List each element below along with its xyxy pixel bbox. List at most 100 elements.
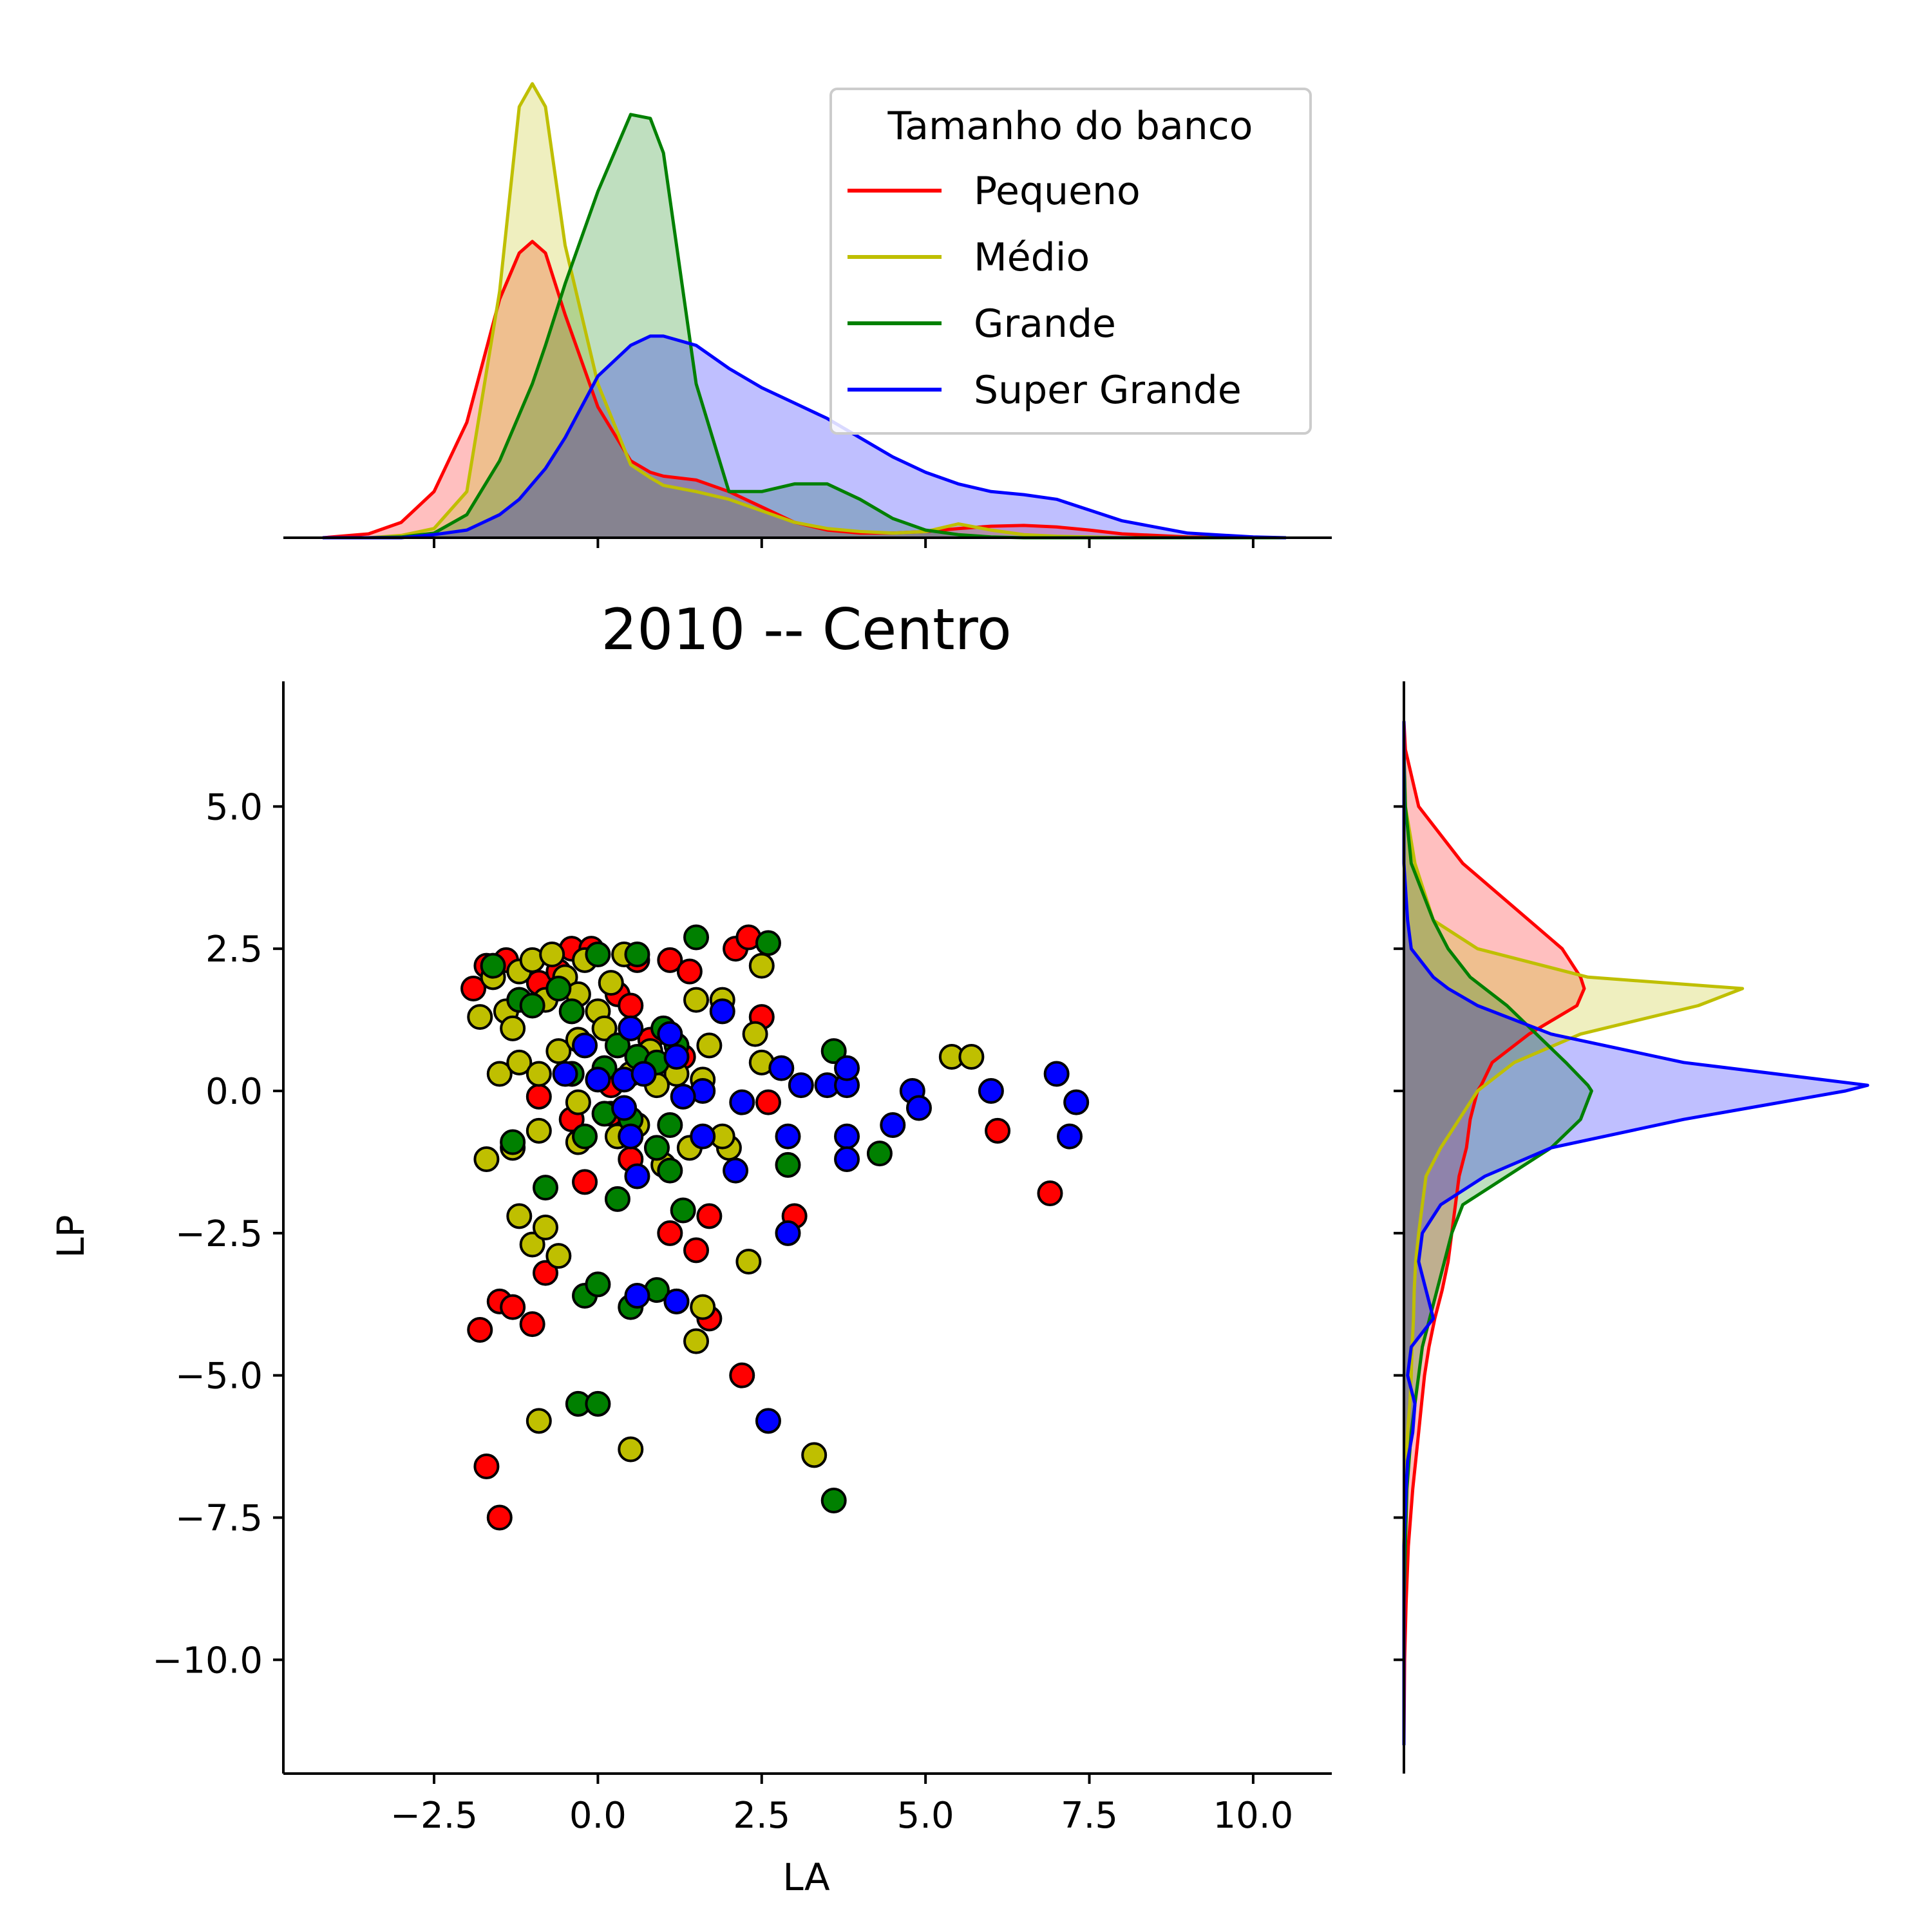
y-tick-label: 0.0: [205, 1071, 263, 1113]
scatter-point: [775, 1220, 801, 1246]
legend-label: Grande: [974, 301, 1116, 346]
y-tick-label: −5.0: [175, 1356, 263, 1397]
scatter-point: [834, 1123, 860, 1150]
y-tick-label: −2.5: [175, 1213, 263, 1255]
scatter-point: [506, 1203, 533, 1229]
scatter-point: [1043, 1061, 1070, 1087]
scatter-point: [670, 1197, 696, 1224]
y-tick-label: −10.0: [152, 1640, 263, 1681]
scatter-point: [820, 1038, 847, 1065]
legend: Tamanho do banco Pequeno Médio Grande Super…: [829, 88, 1312, 435]
chart-title: 2010 -- Centro: [601, 596, 1011, 663]
scatter-point: [624, 942, 650, 967]
right-marginal-kde: [1402, 721, 1870, 1745]
legend-entry-pequeno: Pequeno: [848, 169, 1141, 214]
scatter-point: [683, 987, 710, 1013]
scatter-point: [801, 1442, 828, 1468]
scatter-point: [604, 1186, 630, 1212]
scatter-point: [1063, 1089, 1090, 1115]
y-axis-label: LP: [49, 1215, 93, 1258]
scatter-point: [519, 1311, 545, 1338]
x-axis-ticks: −2.5 0.0 2.5 5.0 7.5 10.0: [390, 1774, 1293, 1837]
scatter-point: [486, 1504, 513, 1531]
y-tick-label: 5.0: [205, 786, 263, 828]
x-tick-label: 2.5: [733, 1795, 790, 1837]
kde-area-grande: [323, 114, 1286, 538]
scatter-point: [506, 1049, 533, 1075]
legend-entries: Pequeno Médio Grande Super Grande: [848, 169, 1242, 413]
scatter-point: [585, 1390, 611, 1417]
scatter-point: [604, 1032, 630, 1059]
scatter-point: [545, 1243, 572, 1269]
scatter-point: [473, 1454, 500, 1479]
scatter-point: [643, 1135, 670, 1161]
scatter-point: [552, 1061, 578, 1087]
scatter-point: [526, 1061, 552, 1087]
scatter-point: [500, 1129, 526, 1155]
right-marginal-ticks: [1394, 805, 1404, 1662]
kde-area-grande: [1404, 721, 1592, 1745]
scatter-point: [657, 1112, 683, 1138]
scatter-point: [755, 1089, 781, 1115]
scatter-point: [630, 1061, 657, 1087]
scatter-point: [742, 1021, 768, 1047]
scatter-point: [676, 958, 703, 985]
scatter-point: [1057, 1123, 1083, 1150]
scatter-point: [467, 1004, 493, 1030]
scatter-point: [467, 1317, 493, 1343]
scatter-point: [624, 1163, 650, 1189]
scatter-point: [683, 924, 710, 951]
scatter-point: [533, 1260, 558, 1286]
x-axis-label: LA: [782, 1855, 830, 1899]
scatter-point: [545, 976, 572, 1001]
scatter-point: [657, 1220, 683, 1246]
scatter-point: [880, 1112, 906, 1138]
y-axis-ticks: 5.0 2.5 0.0 −2.5 −5.0 −7.5 −10.0: [152, 786, 283, 1681]
series-super-grande: [552, 998, 1090, 1434]
y-tick-label: −7.5: [175, 1498, 263, 1540]
x-tick-label: 7.5: [1061, 1795, 1118, 1837]
scatter-point: [663, 1288, 690, 1314]
legend-label: Super Grande: [974, 368, 1242, 413]
scatter-point: [598, 970, 624, 996]
scatter-point: [480, 952, 506, 979]
scatter-point: [709, 998, 735, 1025]
scatter-point: [500, 1015, 526, 1041]
top-marginal-kde: [322, 82, 1286, 540]
scatter-point: [905, 1095, 932, 1121]
scatter-point: [775, 1151, 801, 1178]
scatter-point: [866, 1141, 893, 1167]
scatter-point: [585, 1271, 611, 1298]
kde-area-pequeno: [1404, 721, 1584, 1745]
scatter-point: [618, 1123, 644, 1150]
scatter-point: [618, 1436, 644, 1463]
kde-line-pequeno: [1402, 721, 1586, 1745]
scatter-point: [958, 1044, 985, 1070]
scatter-point: [572, 1123, 598, 1150]
scatter-point: [500, 1294, 526, 1320]
scatter-point: [696, 1203, 723, 1229]
scatter-point: [611, 1095, 638, 1121]
kde-area-m-dio: [323, 84, 1286, 538]
scatter-point: [572, 1032, 598, 1059]
series-grande: [480, 924, 893, 1513]
x-tick-label: 5.0: [897, 1795, 954, 1837]
legend-label: Médio: [974, 235, 1090, 280]
scatter-point: [1037, 1180, 1063, 1206]
scatter-point: [748, 952, 775, 979]
scatter-point: [585, 942, 611, 967]
kde-line-super-grande: [323, 334, 1286, 540]
scatter-point: [591, 1015, 618, 1041]
scatter-point: [526, 1083, 552, 1110]
scatter-point: [526, 1408, 552, 1434]
scatter-point: [834, 1146, 860, 1172]
x-tick-label: −2.5: [390, 1795, 478, 1837]
legend-frame: [829, 88, 1312, 435]
scatter-point: [519, 992, 545, 1019]
scatter-point: [670, 1083, 696, 1110]
scatter-point: [775, 1123, 801, 1150]
legend-title: Tamanho do banco: [887, 104, 1253, 149]
scatter-point: [820, 1488, 847, 1513]
scatter-point: [696, 1032, 723, 1059]
